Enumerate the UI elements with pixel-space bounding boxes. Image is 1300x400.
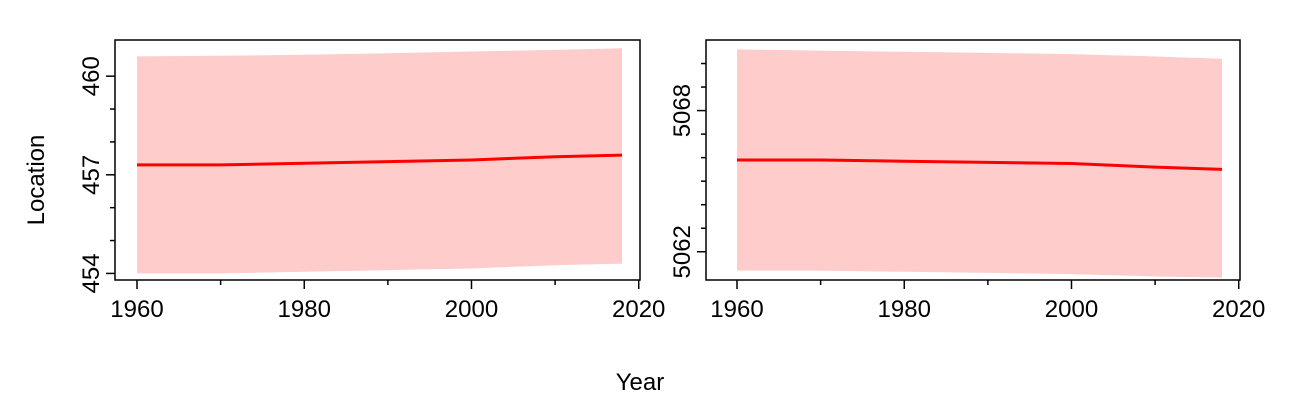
chart-panel-left: 1960 1980 2000 2020 454 457 460 (78, 39, 665, 323)
right-x-tick-label: 1960 (710, 296, 763, 323)
left-x-tick-label: 2020 (612, 296, 665, 323)
right-x-tick-label: 2020 (1212, 296, 1265, 323)
chart-panel-right: 1960 1980 2000 2020 5062 5068 (669, 39, 1265, 323)
right-y-tick-label: 5062 (669, 225, 696, 278)
left-plot-frame (114, 39, 641, 281)
right-y-tick-label: 5068 (669, 84, 696, 137)
y-axis-label: Location (23, 135, 50, 226)
left-x-tick-label: 1960 (110, 296, 163, 323)
left-y-tick-label: 460 (78, 56, 105, 96)
right-x-tick-label: 2000 (1045, 296, 1098, 323)
left-x-tick-label: 2000 (445, 296, 498, 323)
left-y-tick-label: 457 (78, 155, 105, 195)
x-axis-label: Year (616, 369, 665, 396)
left-x-tick-label: 1980 (278, 296, 331, 323)
right-plot-frame (705, 39, 1241, 281)
left-estimate-line (137, 153, 623, 167)
right-estimate-line (737, 158, 1223, 171)
right-x-tick-label: 1980 (878, 296, 931, 323)
left-y-tick-label: 454 (78, 253, 105, 293)
